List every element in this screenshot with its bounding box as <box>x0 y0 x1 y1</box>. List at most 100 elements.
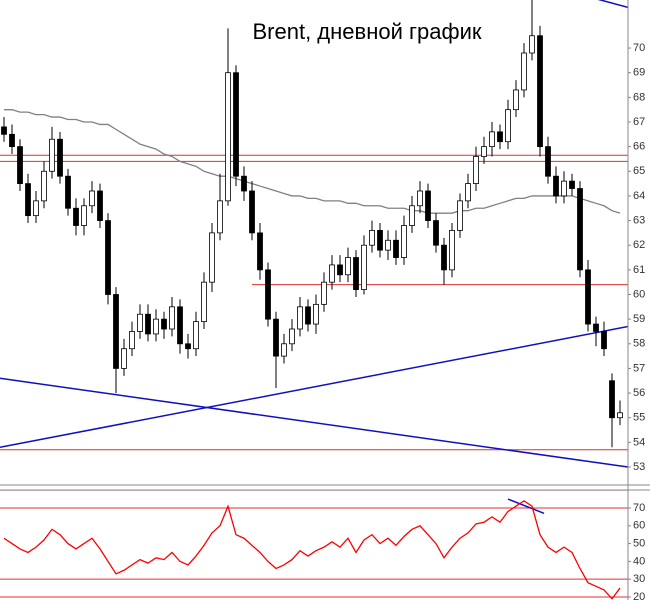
candle-body <box>265 269 271 320</box>
candle-body <box>593 323 599 332</box>
y-tick-label: 59 <box>633 313 645 325</box>
candle-body <box>425 190 431 221</box>
candle-body <box>153 318 159 335</box>
candle-body <box>497 131 503 143</box>
y-tick-label: 68 <box>633 91 645 103</box>
candle-body <box>81 205 87 226</box>
candle-body <box>513 89 519 111</box>
y-tick-label: 40 <box>633 555 645 567</box>
y-tick-label: 70 <box>633 502 645 514</box>
candle-body <box>345 257 351 276</box>
candle-body <box>577 188 583 271</box>
candle-body <box>201 281 207 323</box>
candle-body <box>601 331 607 350</box>
candle-body <box>561 180 567 197</box>
candle-body <box>25 183 31 217</box>
candle-body <box>41 170 47 202</box>
candle-body <box>273 318 279 357</box>
candle-body <box>297 306 303 330</box>
candle-body <box>401 225 407 258</box>
candle-body <box>449 230 455 271</box>
candle-body <box>105 220 111 295</box>
y-tick-label: 70 <box>633 42 645 54</box>
y-tick-label: 57 <box>633 362 645 374</box>
candle-body <box>481 146 487 157</box>
candle-body <box>121 348 127 369</box>
y-tick-label: 64 <box>633 190 645 202</box>
candle-body <box>505 109 511 143</box>
candle-body <box>609 380 615 419</box>
candle-body <box>65 175 71 209</box>
candle-body <box>361 244 367 290</box>
y-tick-label: 50 <box>633 537 645 549</box>
candle-body <box>281 343 287 357</box>
candle-body <box>329 264 335 283</box>
y-tick-label: 58 <box>633 338 645 350</box>
candle-body <box>321 281 327 305</box>
candle-body <box>313 303 319 325</box>
candle-body <box>225 72 231 202</box>
candle-body <box>249 190 255 234</box>
candle-body <box>137 313 143 332</box>
series-line <box>3 500 621 600</box>
candle-body <box>177 306 183 345</box>
candle-body <box>217 200 223 234</box>
candle-body <box>9 133 15 148</box>
y-tick-label: 56 <box>633 387 645 399</box>
trend-line <box>597 0 628 9</box>
candle-body <box>17 146 23 185</box>
y-tick-label: 63 <box>633 214 645 226</box>
candle-body <box>409 205 415 226</box>
candle-body <box>113 294 119 369</box>
series-line <box>4 109 621 214</box>
candle-body <box>465 183 471 202</box>
candle-body <box>353 257 359 290</box>
y-tick-label: 60 <box>633 520 645 532</box>
candle-body <box>57 138 63 177</box>
candle-body <box>473 156 479 185</box>
candle-body <box>457 200 463 231</box>
candle-body <box>521 52 527 91</box>
candle-body <box>89 190 95 207</box>
candle-body <box>537 35 543 148</box>
chart-title: Brent, дневной график <box>252 19 481 44</box>
candle-body <box>73 207 79 226</box>
y-tick-label: 55 <box>633 412 645 424</box>
candle-body <box>1 126 7 135</box>
candle-body <box>129 331 135 350</box>
candle-body <box>393 239 399 258</box>
candle-body <box>553 175 559 197</box>
y-tick-label: 60 <box>633 288 645 300</box>
candle-body <box>33 200 39 217</box>
candle-body <box>377 230 383 251</box>
candle-body <box>233 72 239 177</box>
y-tick-label: 66 <box>633 141 645 153</box>
candle-body <box>145 313 151 335</box>
candle-body <box>193 321 199 350</box>
candle-body <box>617 412 623 419</box>
candle-body <box>417 190 423 207</box>
candle-body <box>545 146 551 177</box>
trend-line <box>0 377 628 468</box>
candle-body <box>305 306 311 325</box>
candle-body <box>569 180 575 189</box>
candle-body <box>185 343 191 350</box>
y-tick-label: 30 <box>633 573 645 585</box>
candle-body <box>385 239 391 251</box>
y-tick-label: 69 <box>633 67 645 79</box>
candle-body <box>289 328 295 345</box>
y-tick-label: 54 <box>633 436 645 448</box>
candle-body <box>529 35 535 54</box>
trend-line <box>0 325 628 449</box>
trend-line <box>507 498 545 515</box>
candle-body <box>161 318 167 330</box>
y-tick-label: 53 <box>633 461 645 473</box>
candle-body <box>433 220 439 246</box>
y-tick-label: 67 <box>633 116 645 128</box>
candle-body <box>169 306 175 330</box>
price-panel <box>0 0 628 468</box>
candle-body <box>489 131 495 148</box>
candle-body <box>97 190 103 221</box>
candle-body <box>441 244 447 271</box>
